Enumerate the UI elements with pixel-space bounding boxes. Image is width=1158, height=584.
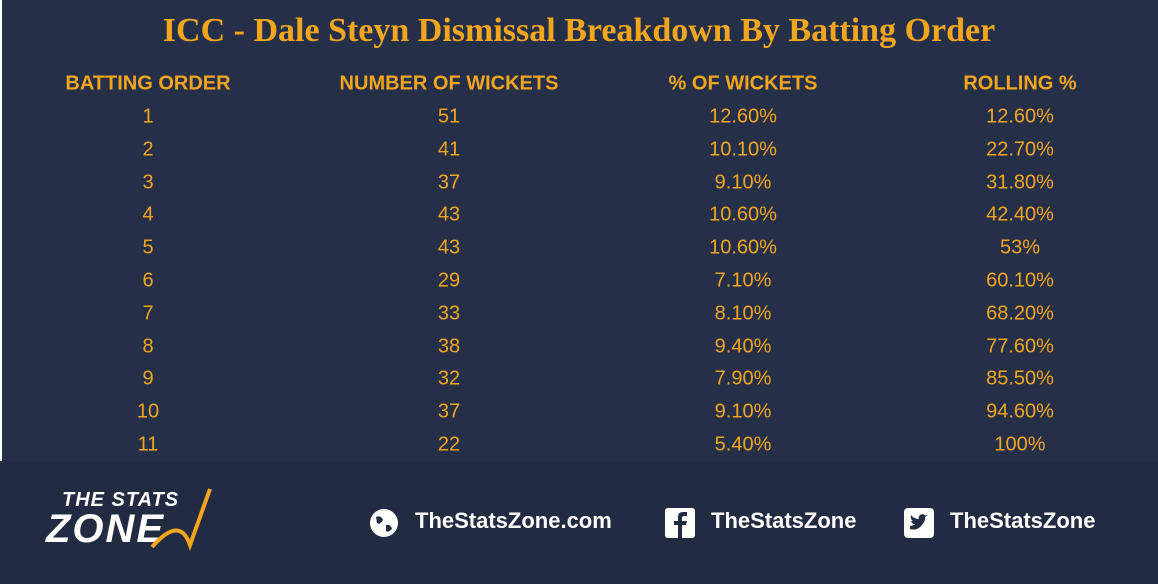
table-cell: 6: [142, 269, 154, 292]
column-header: NUMBER OF WICKETS: [339, 72, 559, 95]
logo-top: THE STATS: [62, 489, 180, 511]
table-cell: 8: [142, 335, 154, 358]
column-header: % OF WICKETS: [668, 72, 818, 95]
table-cell: 9: [142, 367, 154, 390]
table-cell: 7: [142, 302, 154, 325]
table-cell: 38: [437, 335, 461, 358]
table-cell: 10: [136, 400, 160, 423]
column-header: BATTING ORDER: [65, 72, 231, 95]
table-cell: 5.40%: [714, 433, 772, 456]
table-cell: 2: [142, 138, 154, 161]
table-cell: 41: [437, 138, 461, 161]
table-cell: 32: [437, 367, 461, 390]
logo-swoosh: [150, 488, 212, 552]
footer: THE STATS ZONE TheStatsZone.com TheStats…: [0, 461, 1158, 584]
table-cell: 51: [437, 105, 461, 128]
website-link[interactable]: TheStatsZone.com: [415, 508, 612, 533]
table-cell: 9.40%: [714, 335, 772, 358]
table-cell: 5: [142, 236, 154, 259]
table-cell: 12.60%: [986, 105, 1054, 128]
facebook-link[interactable]: TheStatsZone: [711, 508, 857, 533]
table-cell: 29: [437, 269, 461, 292]
table-cell: 9.10%: [714, 400, 772, 423]
panel-edge: [0, 0, 2, 461]
globe-icon: [370, 509, 398, 537]
facebook-icon: [665, 508, 695, 538]
table-cell: 85.50%: [986, 367, 1054, 390]
table-cell: 100%: [994, 433, 1046, 456]
table-cell: 10.60%: [709, 236, 777, 259]
table-cell: 43: [437, 203, 461, 226]
column-header: ROLLING %: [963, 72, 1077, 95]
table-cell: 4: [142, 203, 154, 226]
table-cell: 68.20%: [986, 302, 1054, 325]
table-cell: 9.10%: [714, 171, 772, 194]
table-cell: 7.10%: [714, 269, 772, 292]
table-cell: 10.10%: [709, 138, 777, 161]
table-cell: 60.10%: [986, 269, 1054, 292]
table-cell: 22.70%: [986, 138, 1054, 161]
title: ICC - Dale Steyn Dismissal Breakdown By …: [162, 12, 996, 49]
table-cell: 10.60%: [709, 203, 777, 226]
table-cell: 1: [142, 105, 154, 128]
table-panel: [2, 0, 1158, 461]
table-cell: 31.80%: [986, 171, 1054, 194]
logo-bottom: ZONE: [46, 507, 166, 551]
table-cell: 37: [437, 400, 461, 423]
table-cell: 3: [142, 171, 154, 194]
table-cell: 8.10%: [714, 302, 772, 325]
table-cell: 53%: [999, 236, 1041, 259]
table-cell: 77.60%: [986, 335, 1054, 358]
table-cell: 43: [437, 236, 461, 259]
table-cell: 94.60%: [986, 400, 1054, 423]
table-cell: 37: [437, 171, 461, 194]
twitter-icon: [904, 508, 934, 538]
table-cell: 7.90%: [714, 367, 772, 390]
table-cell: 12.60%: [709, 105, 777, 128]
table-cell: 11: [137, 433, 159, 456]
table-cell: 42.40%: [986, 203, 1054, 226]
table-cell: 33: [437, 302, 461, 325]
table-cell: 22: [437, 433, 461, 456]
twitter-link[interactable]: TheStatsZone: [950, 508, 1096, 533]
